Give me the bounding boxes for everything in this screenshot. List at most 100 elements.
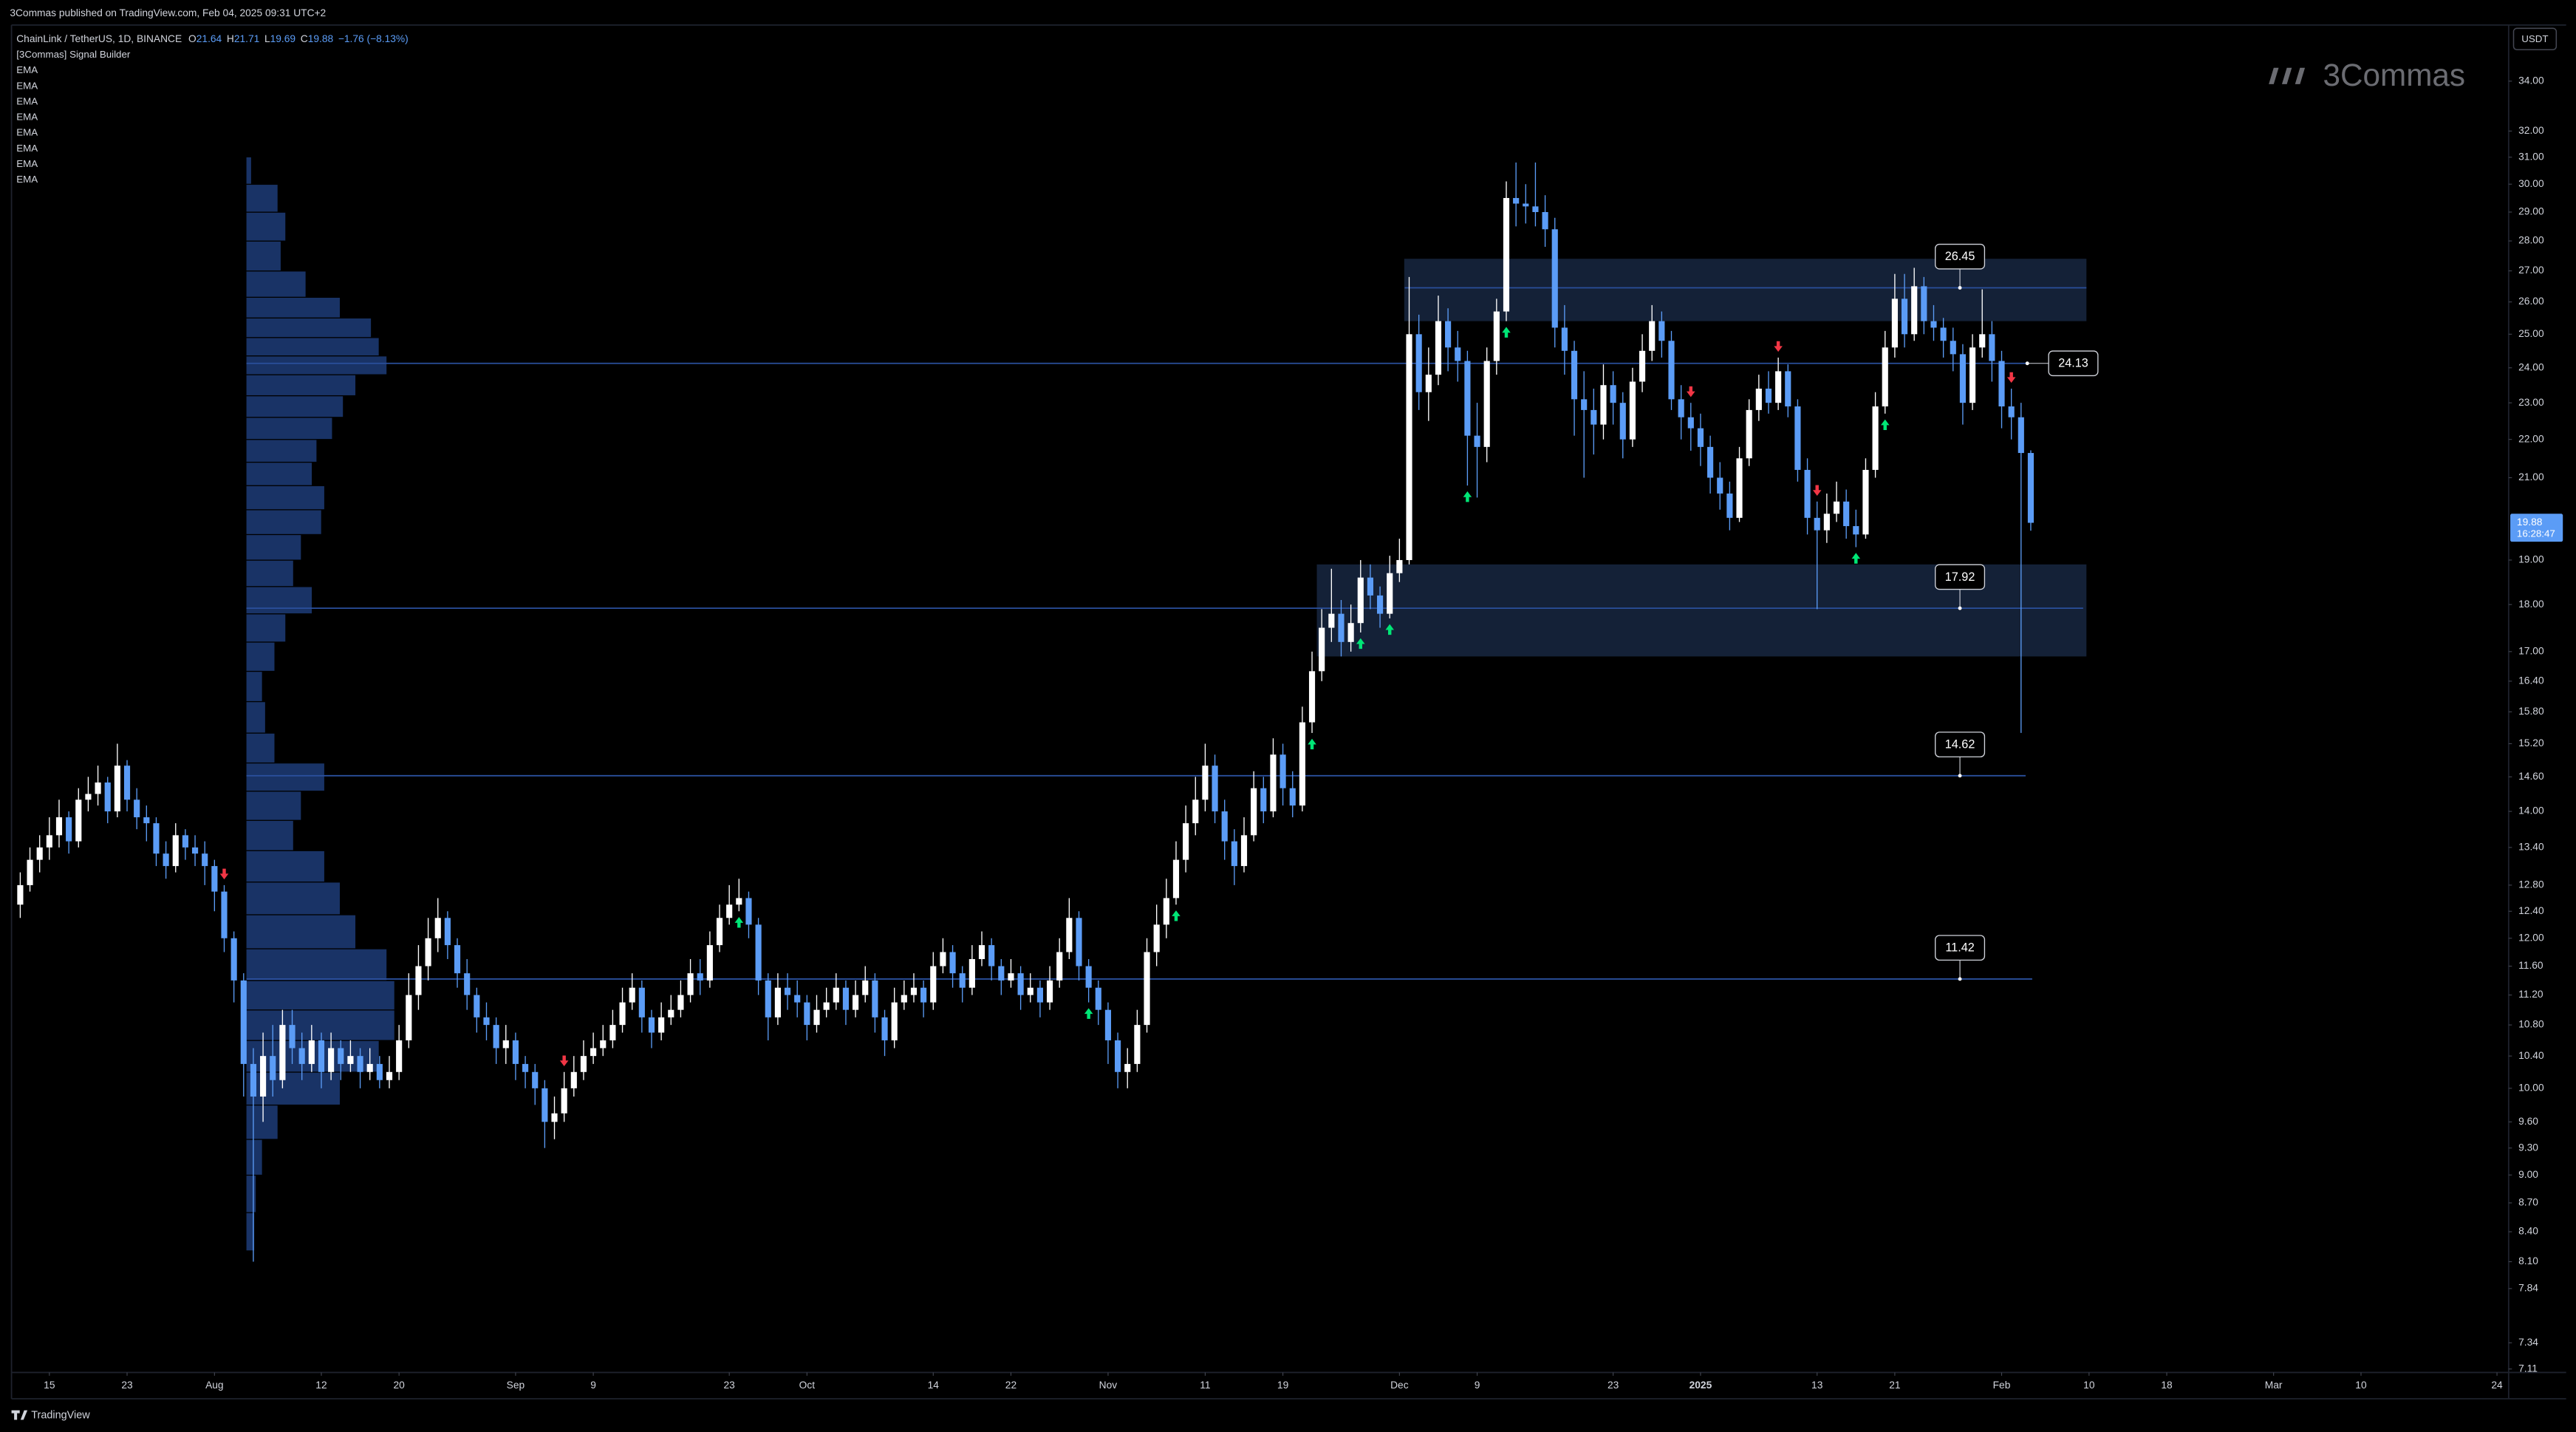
volume-profile-bar <box>246 463 312 485</box>
candle-body <box>706 945 713 981</box>
price-tag <box>2510 514 2563 542</box>
price-tag-countdown: 16:28:47 <box>2517 528 2555 539</box>
x-tick-label: Dec <box>1390 1380 1409 1391</box>
x-tick-label: 12 <box>315 1380 327 1391</box>
sell-signal <box>1774 341 1783 352</box>
candle-body <box>1765 388 1772 403</box>
candle-body <box>862 980 869 995</box>
y-tick-label: 18.00 <box>2518 599 2544 610</box>
sell-signal <box>219 868 229 880</box>
candle-body <box>386 1071 393 1080</box>
candle-body <box>1658 321 1665 341</box>
candle-body <box>687 973 694 995</box>
candle-body <box>1950 341 1956 355</box>
candle-body <box>1172 859 1180 899</box>
volume-profile-bar <box>246 791 301 820</box>
candle-body <box>1435 321 1442 375</box>
symbol-legend: ChainLink / TetherUS, 1D, BINANCE O21.64 H… <box>16 33 409 44</box>
currency-label[interactable]: USDT <box>2521 33 2548 44</box>
candle-body <box>75 799 82 842</box>
y-tick-label: 25.00 <box>2518 328 2544 339</box>
candle-body <box>512 1040 519 1064</box>
candle-body <box>1212 766 1218 812</box>
volume-profile-bar <box>246 297 340 318</box>
level-label: 14.62 <box>1945 738 1975 751</box>
candle-body <box>1833 501 1840 514</box>
candle-body <box>901 995 907 1003</box>
candle-body <box>1736 458 1743 518</box>
x-tick-label: 22 <box>1005 1380 1017 1391</box>
buy-signal <box>1502 327 1511 338</box>
candle-body <box>1308 671 1316 723</box>
candle-body <box>357 1056 363 1072</box>
candle-body <box>1036 987 1043 1003</box>
candle-body <box>366 1063 373 1072</box>
y-tick-label: 10.80 <box>2518 1019 2544 1030</box>
candle-body <box>46 835 52 848</box>
candle-body <box>920 987 927 1003</box>
volume-profile-bar <box>246 241 281 271</box>
candle-body <box>1542 211 1548 230</box>
x-tick-label: 23 <box>121 1380 133 1391</box>
candle-body <box>260 1056 267 1097</box>
candle-body <box>638 987 645 1017</box>
candle-body <box>1969 347 1976 403</box>
candle-body <box>1862 469 1869 535</box>
candle-body <box>1687 417 1694 429</box>
y-tick-label: 15.20 <box>2518 737 2544 749</box>
volume-profile-bar <box>246 642 275 671</box>
candle-body <box>434 918 441 938</box>
candle-body <box>230 938 237 981</box>
x-tick-label: 19 <box>1277 1380 1288 1391</box>
candle-body <box>1853 526 1859 535</box>
y-tick-label: 7.84 <box>2518 1283 2538 1294</box>
candle-body <box>1551 229 1558 328</box>
indicator-label: EMA <box>16 95 38 106</box>
level-label: 26.45 <box>1945 250 1975 263</box>
candle-body <box>940 952 946 966</box>
level-dot <box>1958 606 1962 610</box>
currency-box[interactable] <box>2512 27 2558 51</box>
y-tick-label: 27.00 <box>2518 265 2544 276</box>
candle-body <box>2018 417 2024 454</box>
volume-profile-bar <box>246 417 332 440</box>
candle-body <box>1270 754 1277 812</box>
candle-body <box>376 1063 383 1080</box>
sell-signal <box>1812 485 1822 496</box>
candle-body <box>2027 453 2035 523</box>
candle-body <box>774 987 781 1017</box>
volume-profile-bar <box>246 1213 255 1251</box>
candle-body <box>609 1025 616 1040</box>
y-tick-label: 32.00 <box>2518 125 2544 136</box>
y-tick-label: 34.00 <box>2518 75 2544 86</box>
x-tick-label: 20 <box>394 1380 406 1391</box>
x-tick-label: Aug <box>205 1380 224 1391</box>
volume-profile-bar <box>246 949 387 981</box>
plot-area: ChainLink / TetherUS, 1D, BINANCE O21.64 H… <box>16 33 2563 1391</box>
candle-body <box>1280 754 1286 788</box>
candle-body <box>1921 286 1927 321</box>
candle-body <box>1192 799 1199 824</box>
candle-body <box>522 1063 529 1072</box>
volume-profile-bar <box>246 1010 394 1040</box>
candle-body <box>590 1048 597 1057</box>
candle-body <box>182 835 188 848</box>
candle-body <box>1998 361 2005 407</box>
y-tick-label: 12.40 <box>2518 905 2544 916</box>
candle-body <box>36 847 43 860</box>
candle-body <box>1843 501 1850 527</box>
x-tick-label: 2025 <box>1690 1380 1712 1391</box>
y-tick-label: 9.30 <box>2518 1142 2538 1153</box>
ohlc-letter: O <box>188 33 197 44</box>
candle-body <box>1523 203 1529 207</box>
candle-body <box>289 1025 295 1049</box>
candle-body <box>1561 327 1568 351</box>
level-label-box <box>1935 564 1986 590</box>
candle-body <box>338 1048 344 1064</box>
candle-body <box>1989 334 1995 361</box>
sell-signal <box>559 1055 569 1066</box>
candle-body <box>483 1017 490 1026</box>
x-tick-label: 9 <box>590 1380 596 1391</box>
candle-body <box>1591 409 1597 425</box>
